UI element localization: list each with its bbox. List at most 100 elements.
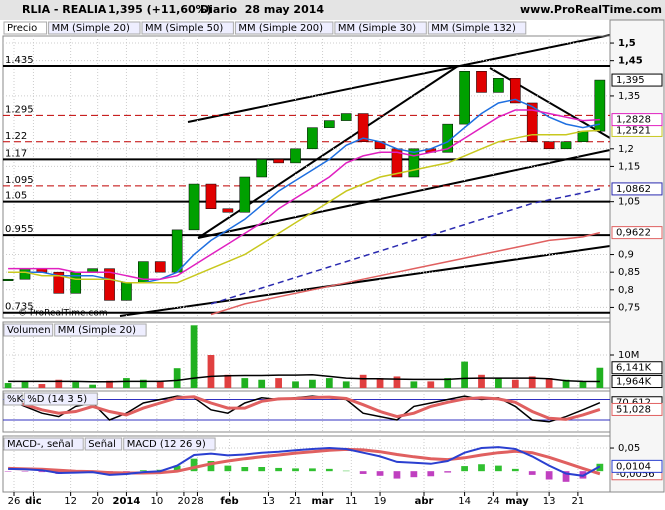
value-box: [611, 402, 663, 416]
series-line: [8, 447, 601, 476]
value-label: -0,0056: [616, 469, 655, 480]
value-label: 1,2521: [616, 125, 651, 136]
bar: [55, 379, 63, 388]
legend-entry: %D (14 3 5): [27, 394, 87, 405]
bar: [275, 378, 282, 388]
bar: [258, 379, 266, 388]
bar: [410, 381, 418, 388]
bar: [410, 471, 418, 478]
series-line: [8, 109, 600, 280]
bar: [562, 471, 570, 482]
candle: [543, 141, 555, 150]
value-box: [611, 361, 663, 375]
value-label: 6,141K: [616, 363, 652, 374]
x-tick-label: 24: [487, 496, 500, 507]
bar: [309, 379, 316, 388]
bar: [292, 468, 299, 472]
header-bar: [0, 0, 665, 20]
bar: [562, 379, 570, 388]
bar: [427, 381, 435, 388]
series-line: [7, 395, 601, 421]
bar: [309, 468, 316, 472]
level-label: 1.05: [5, 191, 27, 202]
candle: [357, 113, 369, 143]
bar: [461, 466, 468, 472]
candle: [239, 176, 251, 213]
candle: [526, 102, 538, 142]
bar: [258, 467, 266, 472]
y-tick-label: 0,05: [618, 443, 640, 454]
bar: [376, 471, 384, 476]
value-label: 1,964K: [616, 377, 652, 388]
site: www.ProRealTime.com: [520, 3, 662, 16]
bar: [478, 374, 485, 388]
legend-box: [3, 392, 23, 406]
value-label: 1,0862: [616, 184, 651, 195]
x-tick-label: 12: [64, 496, 77, 507]
candle: [273, 159, 284, 164]
bar: [21, 381, 29, 388]
legend-entry: MACD-, señal: [7, 439, 74, 450]
candle: [171, 229, 183, 273]
bar: [376, 378, 384, 388]
series-line: [8, 374, 600, 383]
y-tick-label: 1,05: [618, 197, 640, 208]
bar: [511, 379, 519, 388]
bar: [38, 471, 46, 473]
y-tick-label: 0,85: [618, 267, 640, 278]
value-box: [611, 375, 663, 389]
bar: [106, 380, 113, 388]
y-tick-label: 10M: [618, 350, 639, 361]
x-tick-label: 20: [91, 496, 104, 507]
bar: [545, 471, 553, 480]
quote: 1,395 (+11,60%): [108, 3, 212, 16]
bar: [241, 378, 249, 388]
candle: [594, 79, 606, 132]
x-tick-label: 14: [458, 496, 471, 507]
bar: [139, 379, 147, 388]
level-label: 0.735: [5, 302, 34, 313]
x-tick-label: 21: [572, 496, 585, 507]
bar: [461, 361, 468, 388]
candle: [53, 271, 65, 294]
bar: [139, 470, 147, 472]
candle: [560, 141, 572, 150]
y-tick-label: 1,35: [618, 91, 640, 102]
bar: [359, 471, 367, 474]
level-label: 1.295: [5, 104, 34, 115]
bar: [173, 465, 181, 472]
bar: [123, 378, 130, 388]
bar: [579, 381, 587, 388]
candle: [2, 278, 14, 281]
x-tick-label: 11: [345, 496, 358, 507]
bar: [224, 465, 232, 472]
candle: [19, 268, 31, 280]
value-label: 1,395: [616, 75, 645, 86]
bar: [478, 464, 485, 472]
x-tick-label: 13: [262, 496, 275, 507]
bar: [444, 471, 452, 473]
ticker: RLIA - REALIA: [22, 3, 107, 16]
trend-line: [187, 34, 611, 123]
candle: [340, 113, 352, 121]
candle: [104, 268, 115, 301]
candle: [577, 130, 589, 143]
value-label: 1,2828: [616, 115, 651, 126]
legend-box: [3, 21, 48, 35]
bar: [393, 376, 401, 388]
legend-entry: MM (Simple 132): [431, 23, 516, 34]
legend-box: [234, 21, 334, 35]
period: Diario 28 may 2014: [200, 3, 324, 16]
trend-line: [119, 245, 611, 317]
bar: [393, 471, 401, 479]
candle: [222, 208, 234, 213]
bar: [325, 378, 333, 388]
candle: [290, 148, 301, 164]
value-box: [611, 182, 663, 196]
bar: [156, 381, 164, 388]
bar: [190, 458, 198, 472]
x-tick-label: 20: [178, 496, 191, 507]
bar: [444, 378, 452, 388]
bar: [596, 367, 604, 388]
legend-entry: MM (Simple 30): [338, 23, 416, 34]
